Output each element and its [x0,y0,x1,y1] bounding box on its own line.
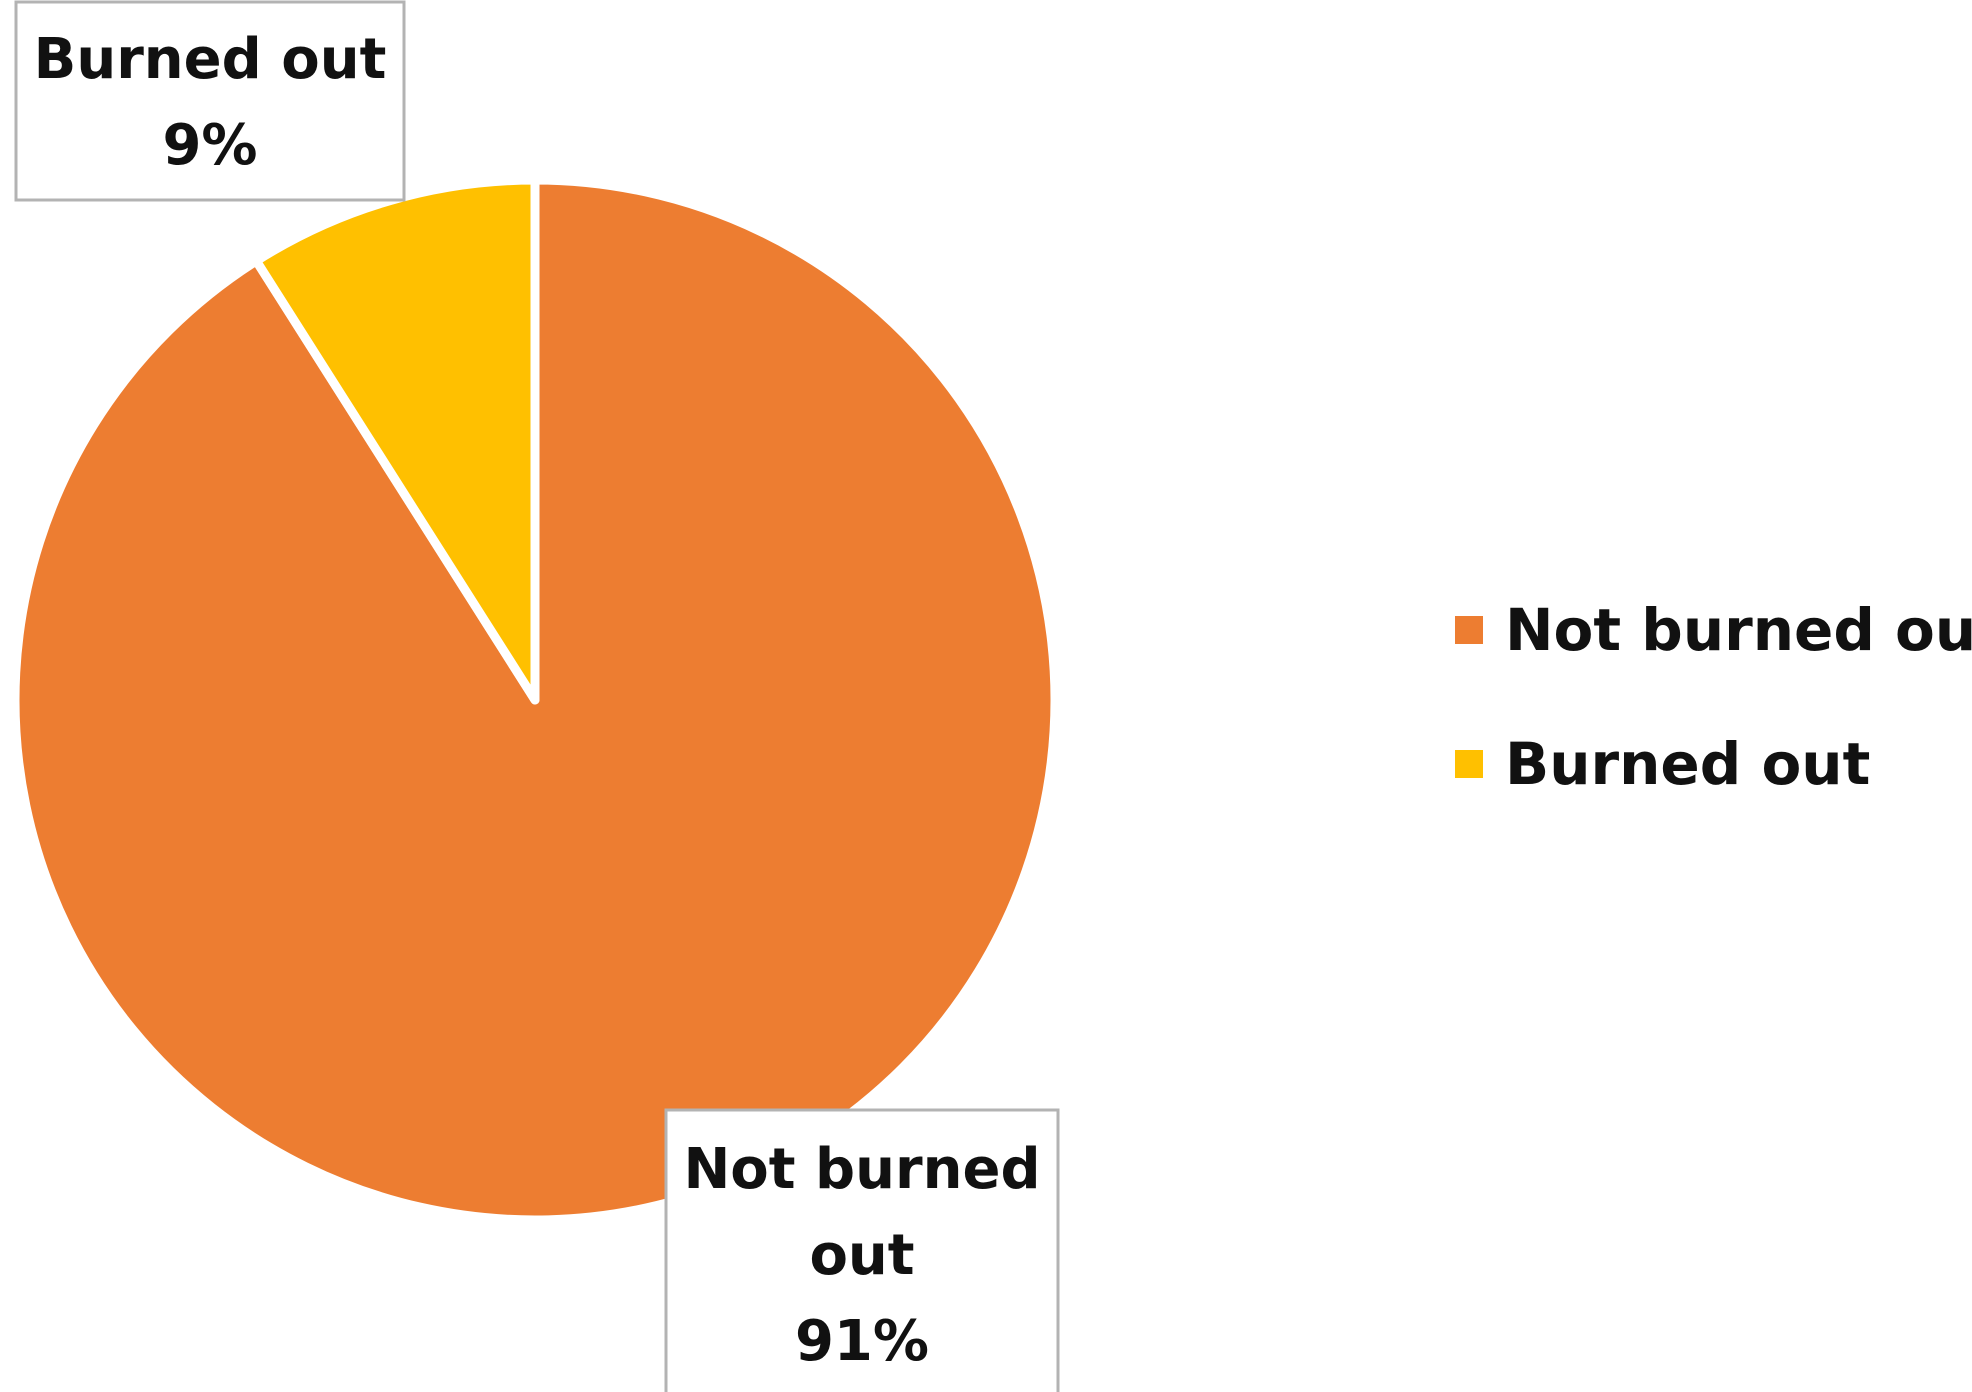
data-label-burned-out: Burned out 9% [14,0,406,202]
legend-swatch [1455,616,1483,644]
data-label-line: out [809,1223,914,1288]
data-label-box [664,1108,1060,1392]
legend-label: Not burned out [1505,596,1972,664]
data-label-line: 9% [162,113,257,178]
legend-item-not-burned-out: Not burned out [1455,596,1972,664]
data-labels: Not burned out 91% Burned out 9% [14,0,1060,1392]
data-label-line: 91% [795,1309,929,1374]
legend-item-burned-out: Burned out [1455,730,1870,798]
pie-slices [10,175,1060,1225]
data-label-line: Not burned [683,1137,1040,1202]
legend-swatch [1455,750,1483,778]
data-label-line: Burned out [34,27,387,92]
legend-label: Burned out [1505,730,1870,798]
data-label-not-burned-out: Not burned out 91% [664,1108,1060,1392]
legend: Not burned out Burned out [1455,596,1972,798]
data-label-box [14,0,406,202]
